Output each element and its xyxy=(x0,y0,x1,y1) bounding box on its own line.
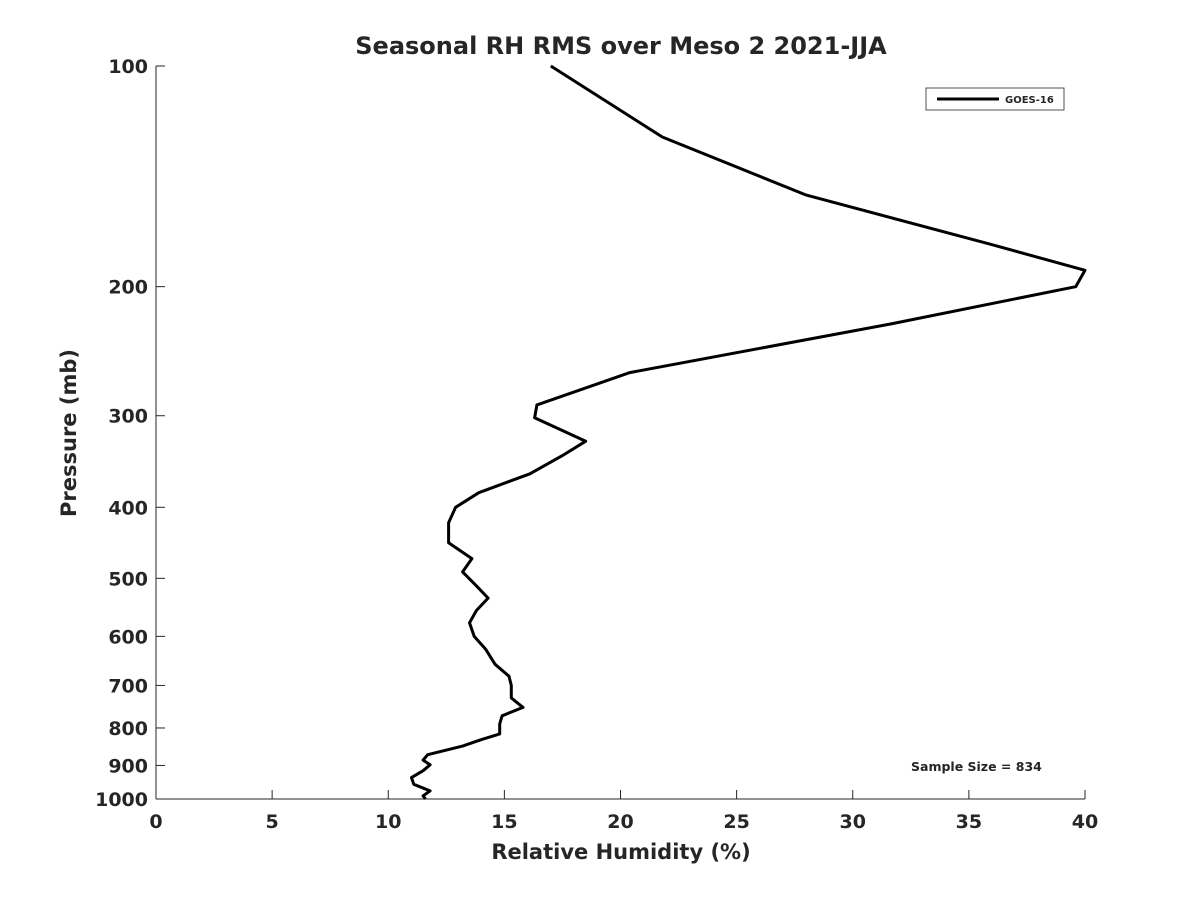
x-tick-label: 30 xyxy=(840,811,866,833)
legend-label-goes-16: GOES-16 xyxy=(1005,95,1054,106)
sample-size-annotation: Sample Size = 834 xyxy=(911,759,1042,774)
y-tick-label: 500 xyxy=(108,568,148,590)
x-tick-label: 40 xyxy=(1072,811,1098,833)
x-tick-label: 0 xyxy=(149,811,162,833)
y-tick-label: 400 xyxy=(108,497,148,519)
y-tick-label: 300 xyxy=(108,406,148,428)
y-tick-label: 1000 xyxy=(95,789,148,811)
x-tick-label: 15 xyxy=(491,811,517,833)
x-tick-label: 35 xyxy=(956,811,982,833)
y-tick-label: 600 xyxy=(108,626,148,648)
legend: GOES-16 xyxy=(925,87,1065,111)
chart-title: Seasonal RH RMS over Meso 2 2021-JJA xyxy=(355,32,887,60)
plot-area: 0 5 10 15 20 25 30 35 40 100 200 300 400 500 600 700 80… xyxy=(95,56,1098,833)
x-tick-label: 10 xyxy=(375,811,401,833)
y-tick-label: 200 xyxy=(108,277,148,299)
y-tick-label: 100 xyxy=(108,56,148,78)
y-tick-label: 700 xyxy=(108,675,148,697)
y-tick-label: 800 xyxy=(108,718,148,740)
x-tick-label: 20 xyxy=(607,811,633,833)
y-axis-label: Pressure (mb) xyxy=(57,349,81,517)
x-tick-label: 5 xyxy=(266,811,279,833)
y-tick-label: 900 xyxy=(108,755,148,777)
x-tick-label: 25 xyxy=(723,811,749,833)
x-axis-label: Relative Humidity (%) xyxy=(491,840,750,864)
series-line-goes-16 xyxy=(410,64,1087,800)
x-ticks: 0 5 10 15 20 25 30 35 40 xyxy=(149,790,1098,833)
y-ticks: 100 200 300 400 500 600 700 800 900 1000 xyxy=(95,56,165,811)
